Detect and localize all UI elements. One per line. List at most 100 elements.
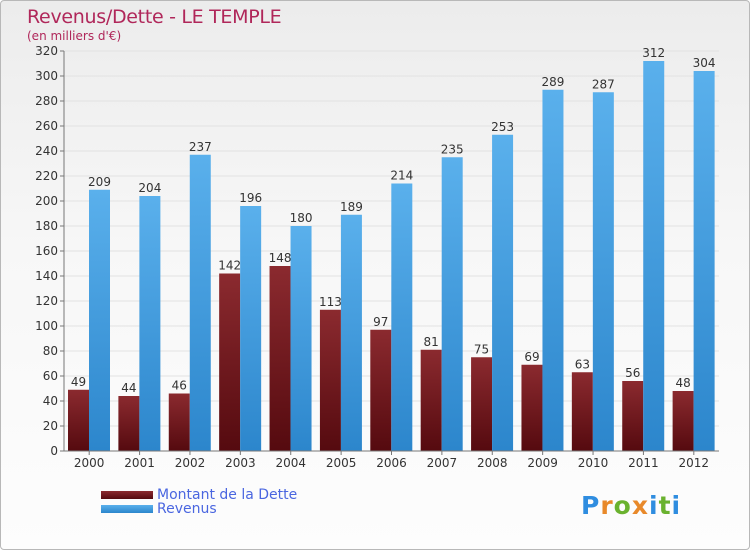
- logo-letter: r: [600, 491, 614, 520]
- x-tick-label: 2008: [477, 456, 508, 470]
- data-label-revenus: 235: [441, 142, 464, 156]
- x-tick-label: 2000: [74, 456, 105, 470]
- bar-dette: [118, 396, 140, 451]
- data-label-revenus: 287: [592, 77, 615, 91]
- y-tick-label: 100: [35, 319, 58, 333]
- y-tick-label: 40: [43, 394, 58, 408]
- y-tick-label: 280: [35, 94, 58, 108]
- data-label-revenus: 253: [491, 120, 514, 134]
- bar-revenus: [492, 134, 514, 451]
- chart-subtitle: (en milliers d'€): [27, 29, 122, 43]
- x-tick-label: 2005: [326, 456, 357, 470]
- bar-dette: [672, 391, 694, 451]
- proxiti-logo: Proxiti: [581, 491, 681, 520]
- x-tick-label: 2010: [578, 456, 609, 470]
- legend-label-dette: Montant de la Dette: [157, 487, 298, 503]
- bar-revenus: [240, 206, 262, 451]
- y-tick-label: 60: [43, 369, 58, 383]
- logo-letter: i: [649, 491, 659, 520]
- logo-letter: P: [581, 491, 601, 520]
- chart-title: Revenus/Dette - LE TEMPLE: [27, 6, 282, 28]
- bar-dette: [269, 266, 291, 451]
- x-tick-label: 2009: [527, 456, 558, 470]
- bar-dette: [370, 329, 392, 451]
- logo-letter: x: [631, 491, 649, 520]
- data-label-dette: 148: [269, 251, 292, 265]
- logo-letter: i: [671, 491, 682, 520]
- bar-revenus: [643, 61, 665, 451]
- logo-letter: t: [658, 491, 672, 520]
- data-label-revenus: 180: [290, 211, 313, 225]
- bar-dette: [168, 393, 190, 451]
- data-label-dette: 63: [575, 357, 590, 371]
- bar-dette: [571, 372, 593, 451]
- bar-revenus: [89, 189, 110, 451]
- legend-item-dette: Montant de la Dette: [101, 487, 297, 503]
- data-label-dette: 75: [474, 342, 489, 356]
- data-label-dette: 97: [373, 315, 388, 329]
- bar-revenus: [290, 226, 312, 451]
- y-tick-label: 0: [50, 444, 58, 458]
- x-tick-label: 2002: [175, 456, 206, 470]
- data-label-dette: 49: [71, 375, 86, 389]
- x-tick-label: 2011: [628, 456, 659, 470]
- data-label-dette: 44: [121, 381, 136, 395]
- data-label-dette: 113: [319, 295, 342, 309]
- y-tick-label: 240: [35, 144, 58, 158]
- x-tick-label: 2007: [427, 456, 458, 470]
- data-label-revenus: 209: [88, 175, 111, 189]
- logo-letter: o: [613, 491, 632, 520]
- y-tick-label: 20: [43, 419, 58, 433]
- y-tick-label: 300: [35, 69, 58, 83]
- x-tick-label: 2012: [679, 456, 710, 470]
- bar-revenus: [189, 154, 211, 451]
- data-label-revenus: 304: [693, 56, 716, 70]
- bar-revenus: [340, 214, 362, 451]
- data-label-revenus: 189: [340, 200, 363, 214]
- data-label-revenus: 312: [642, 46, 665, 60]
- x-tick-label: 2003: [225, 456, 256, 470]
- y-tick-label: 160: [35, 244, 58, 258]
- data-label-dette: 46: [172, 379, 187, 393]
- y-tick-label: 140: [35, 269, 58, 283]
- x-tick-label: 2001: [124, 456, 155, 470]
- data-label-revenus: 196: [239, 191, 262, 205]
- y-tick-label: 80: [43, 344, 58, 358]
- data-labels: 49 209 44 204 46 237 142 196 148 180 113 189 97 214 81…: [71, 46, 716, 395]
- data-label-dette: 142: [218, 259, 241, 273]
- y-tick-label: 320: [35, 44, 58, 58]
- y-tick-label: 220: [35, 169, 58, 183]
- data-label-dette: 81: [424, 335, 439, 349]
- data-label-dette: 69: [524, 350, 539, 364]
- bar-dette: [68, 389, 89, 451]
- x-tick-label: 2006: [376, 456, 407, 470]
- y-tick-label: 180: [35, 219, 58, 233]
- data-label-revenus: 289: [542, 75, 565, 89]
- data-label-dette: 48: [675, 376, 690, 390]
- bars: [68, 61, 715, 451]
- data-label-revenus: 204: [138, 181, 161, 195]
- bar-revenus: [139, 196, 161, 451]
- bar-dette: [319, 309, 341, 451]
- data-label-revenus: 214: [390, 169, 413, 183]
- bar-revenus: [592, 92, 614, 451]
- data-label-revenus: 237: [189, 140, 212, 154]
- bar-dette: [521, 364, 543, 451]
- legend-label-revenus: Revenus: [157, 501, 217, 517]
- y-tick-label: 120: [35, 294, 58, 308]
- data-label-dette: 56: [625, 366, 640, 380]
- bar-dette: [622, 381, 644, 451]
- bar-revenus: [693, 71, 715, 451]
- bar-revenus: [391, 183, 413, 451]
- bar-dette: [420, 349, 442, 451]
- legend-item-revenus: Revenus: [101, 501, 217, 517]
- y-tick-label: 260: [35, 119, 58, 133]
- bar-revenus: [542, 89, 564, 451]
- legend-swatch-dette: [101, 491, 153, 499]
- bar-dette: [219, 273, 241, 451]
- y-tick-label: 200: [35, 194, 58, 208]
- legend-swatch-revenus: [101, 505, 153, 513]
- axes: 0 20 40 60 80 100 120 140 160 180 200 220 240 260 280 3…: [35, 44, 719, 470]
